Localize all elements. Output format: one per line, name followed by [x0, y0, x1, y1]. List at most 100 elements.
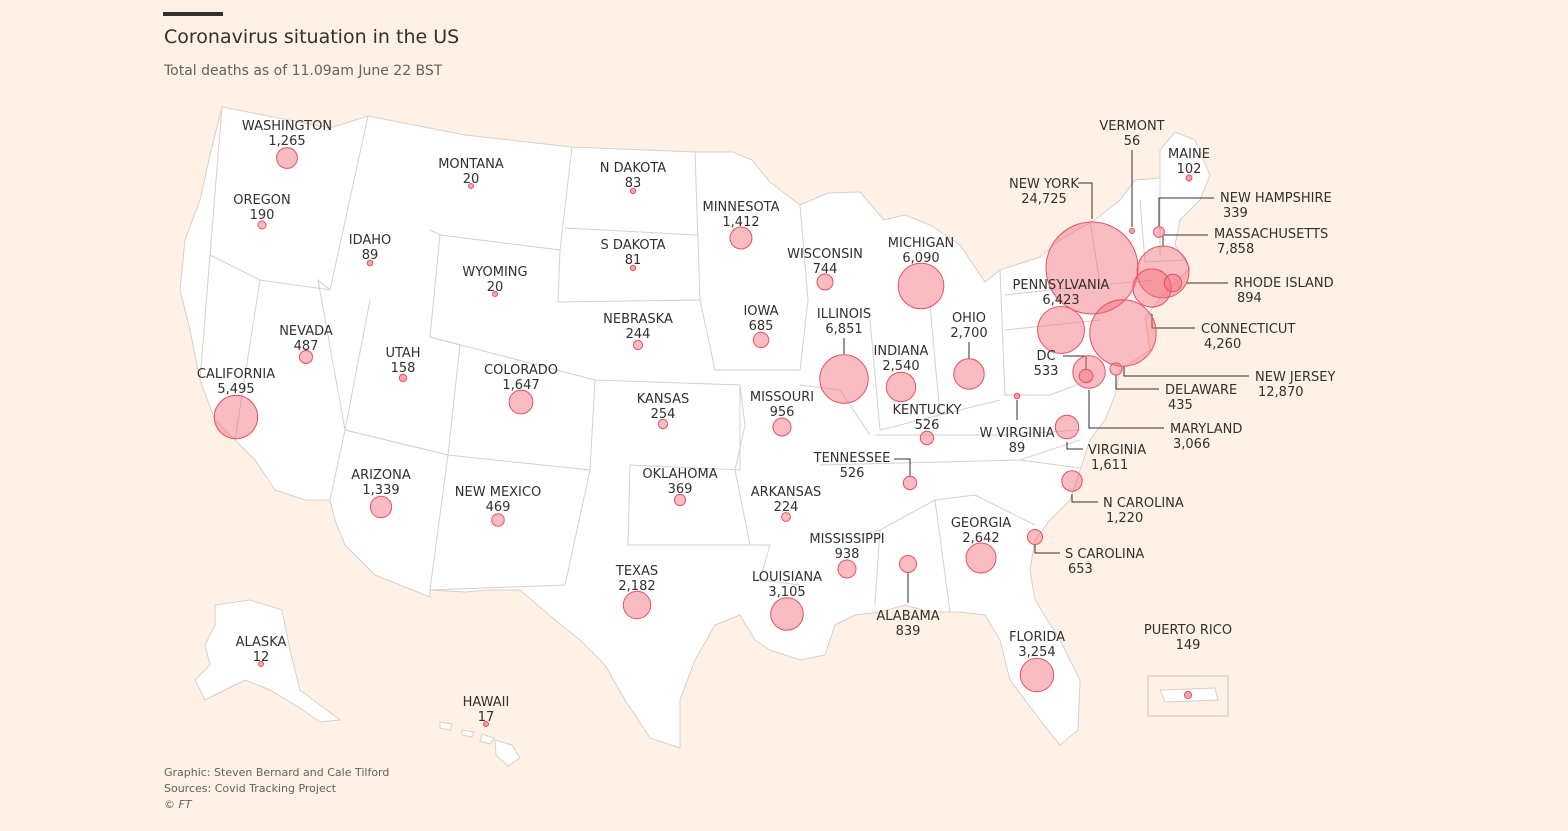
florida-deaths-label: 3,254 — [1018, 645, 1055, 660]
alabama-deaths-label: 839 — [896, 624, 921, 639]
maryland-leader-line — [1088, 390, 1164, 429]
nebraska-deaths-label: 244 — [626, 327, 651, 342]
wisconsin-name-label: WISCONSIN — [787, 247, 863, 262]
arizona-bubble — [369, 495, 393, 519]
new-jersey-bubble — [1089, 299, 1157, 367]
oregon-bubble — [257, 220, 267, 230]
rhode-island-bubble — [1163, 273, 1183, 293]
connecticut-name-label: CONNECTICUT — [1201, 322, 1295, 337]
new-york-leader-line — [1078, 182, 1093, 219]
hawaii-shape — [439, 721, 521, 767]
alaska-name-label: ALASKA — [236, 635, 287, 650]
wisconsin-deaths-label: 744 — [813, 262, 838, 277]
footer-graphic-credit: Graphic: Steven Bernard and Cale Tilford — [164, 766, 390, 779]
nebraska-name-label: NEBRASKA — [603, 312, 673, 327]
minnesota-deaths-label: 1,412 — [722, 215, 759, 230]
tennessee-name-label: TENNESSEE — [813, 451, 891, 466]
louisiana-name-label: LOUISIANA — [752, 570, 822, 585]
n-dakota-deaths-label: 83 — [625, 176, 642, 191]
virginia-name-label: VIRGINIA — [1088, 443, 1146, 458]
arkansas-deaths-label: 224 — [774, 500, 799, 515]
s-carolina-leader-line — [1034, 544, 1060, 554]
s-carolina-deaths-label: 653 — [1068, 562, 1093, 577]
new-jersey-leader-line — [1123, 366, 1249, 377]
indiana-bubble — [885, 371, 917, 403]
arkansas-bubble — [781, 512, 791, 522]
nebraska-bubble — [632, 339, 644, 351]
top-rule — [163, 12, 223, 16]
california-bubble — [213, 394, 259, 440]
wyoming-deaths-label: 20 — [487, 280, 504, 295]
colorado-deaths-label: 1,647 — [502, 378, 539, 393]
n-carolina-name-label: N CAROLINA — [1103, 496, 1184, 511]
delaware-bubble — [1109, 362, 1123, 376]
maryland-deaths-label: 3,066 — [1173, 437, 1210, 452]
rhode-island-name-label: RHODE ISLAND — [1234, 276, 1334, 291]
indiana-name-label: INDIANA — [874, 344, 929, 359]
oklahoma-bubble — [673, 493, 687, 507]
tennessee-leader-line — [894, 458, 911, 477]
utah-name-label: UTAH — [385, 346, 420, 361]
colorado-name-label: COLORADO — [484, 363, 558, 378]
virginia-deaths-label: 1,611 — [1091, 458, 1128, 473]
michigan-bubble — [897, 262, 945, 310]
alabama-name-label: ALABAMA — [876, 609, 939, 624]
california-name-label: CALIFORNIA — [197, 367, 275, 382]
new-york-name-label: NEW YORK — [1009, 177, 1079, 192]
new-mexico-deaths-label: 469 — [486, 500, 511, 515]
delaware-name-label: DELAWARE — [1165, 383, 1237, 398]
connecticut-leader-line — [1151, 314, 1195, 329]
w-virginia-deaths-label: 89 — [1009, 441, 1026, 456]
kansas-name-label: KANSAS — [637, 392, 690, 407]
idaho-name-label: IDAHO — [349, 233, 392, 248]
kentucky-name-label: KENTUCKY — [893, 403, 962, 418]
new-mexico-bubble — [491, 513, 505, 527]
arkansas-name-label: ARKANSAS — [751, 485, 821, 500]
florida-name-label: FLORIDA — [1009, 630, 1065, 645]
dc-name-label: DC — [1036, 349, 1055, 364]
kentucky-bubble — [919, 430, 935, 446]
colorado-bubble — [508, 389, 534, 415]
montana-name-label: MONTANA — [438, 157, 504, 172]
vermont-deaths-label: 56 — [1124, 134, 1141, 149]
tennessee-bubble — [902, 475, 918, 491]
new-jersey-name-label: NEW JERSEY — [1255, 370, 1335, 385]
missouri-deaths-label: 956 — [770, 405, 795, 420]
state-borders — [199, 106, 1186, 613]
nevada-bubble — [299, 350, 313, 364]
new-york-bubble — [1045, 221, 1139, 315]
illinois-deaths-label: 6,851 — [825, 322, 862, 337]
pennsylvania-name-label: PENNSYLVANIA — [1013, 278, 1110, 293]
puerto-rico-deaths-label: 149 — [1176, 638, 1201, 653]
illinois-bubble — [819, 354, 869, 404]
hawaii-deaths-label: 17 — [478, 710, 495, 725]
nevada-name-label: NEVADA — [279, 324, 333, 339]
bubble-layer — [213, 147, 1193, 727]
california-deaths-label: 5,495 — [217, 382, 254, 397]
footer-copyright: © FT — [164, 798, 192, 811]
maine-bubble — [1185, 174, 1193, 182]
idaho-deaths-label: 89 — [362, 248, 379, 263]
new-hampshire-leader-line — [1158, 197, 1214, 226]
massachusetts-deaths-label: 7,858 — [1217, 242, 1254, 257]
oklahoma-deaths-label: 369 — [668, 482, 693, 497]
s-dakota-bubble — [629, 264, 637, 272]
chart-title: Coronavirus situation in the US — [164, 26, 460, 48]
mississippi-deaths-label: 938 — [835, 547, 860, 562]
montana-bubble — [468, 183, 474, 189]
new-mexico-name-label: NEW MEXICO — [455, 485, 541, 500]
ohio-bubble — [953, 358, 985, 390]
georgia-name-label: GEORGIA — [951, 516, 1011, 531]
oregon-deaths-label: 190 — [250, 208, 275, 223]
maryland-name-label: MARYLAND — [1170, 422, 1242, 437]
alaska-shape — [194, 599, 342, 723]
s-carolina-bubble — [1027, 529, 1043, 545]
n-carolina-bubble — [1061, 470, 1083, 492]
iowa-bubble — [752, 331, 770, 349]
wyoming-bubble — [492, 291, 498, 297]
montana-deaths-label: 20 — [463, 172, 480, 187]
wyoming-name-label: WYOMING — [462, 265, 527, 280]
hawaii-bubble — [483, 721, 489, 727]
